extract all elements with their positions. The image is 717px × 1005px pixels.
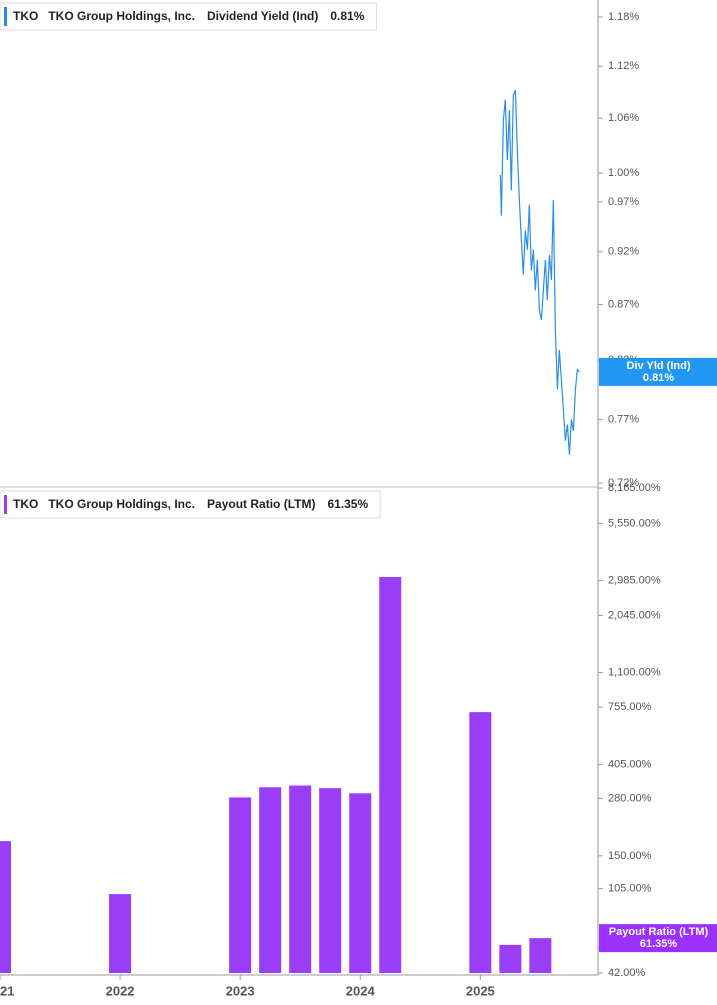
- bar: [499, 944, 522, 973]
- y-tick-label: 0.77%: [608, 414, 639, 426]
- legend-text: TKO Group Holdings, Inc.: [48, 497, 195, 511]
- legend-text: 61.35%: [327, 497, 368, 511]
- y-tick-label: 0.87%: [608, 298, 639, 310]
- badge-title: Payout Ratio (LTM): [609, 926, 709, 938]
- bar: [289, 785, 312, 973]
- y-tick-label: 1.06%: [608, 112, 639, 124]
- badge-value: 61.35%: [640, 938, 678, 950]
- y-tick-label: 150.00%: [608, 850, 652, 862]
- x-tick-label: 2024: [346, 983, 376, 998]
- y-tick-label: 1,100.00%: [608, 666, 661, 678]
- legend-text: 0.81%: [330, 9, 364, 23]
- legend-text: TKO: [13, 497, 38, 511]
- bar: [109, 894, 132, 973]
- legend-swatch: [4, 7, 7, 26]
- legend-text: TKO: [13, 9, 38, 23]
- bar: [259, 787, 282, 973]
- y-tick-label: 0.72%: [608, 477, 639, 489]
- y-tick-label: 280.00%: [608, 792, 652, 804]
- bar: [529, 938, 552, 973]
- y-tick-label: 405.00%: [608, 758, 652, 770]
- bar: [469, 712, 492, 973]
- bar: [319, 788, 342, 973]
- bar: [349, 793, 372, 973]
- y-tick-label: 755.00%: [608, 701, 652, 713]
- legend-text: TKO Group Holdings, Inc.: [48, 9, 195, 23]
- y-tick-label: 1.12%: [608, 60, 639, 72]
- x-tick-label: 2021: [0, 983, 14, 998]
- bar: [229, 797, 252, 973]
- badge-box: [599, 357, 717, 386]
- y-tick-label: 8,165.00%: [608, 482, 661, 494]
- x-tick-label: 2023: [226, 983, 255, 998]
- y-tick-label: 0.92%: [608, 246, 639, 258]
- x-tick-label: 2022: [106, 983, 135, 998]
- badge-box: [599, 924, 717, 953]
- badge-title: Div Yld (Ind): [627, 360, 691, 372]
- y-tick-label: 1.18%: [608, 11, 639, 23]
- y-tick-label: 2,985.00%: [608, 575, 661, 587]
- legend-text: Payout Ratio (LTM): [207, 497, 315, 511]
- legend-text: Dividend Yield (Ind): [207, 9, 318, 23]
- legend-swatch: [4, 495, 7, 514]
- y-tick-label: 2,045.00%: [608, 609, 661, 621]
- y-tick-label: 0.97%: [608, 196, 639, 208]
- y-tick-label: 105.00%: [608, 883, 652, 895]
- legend-box: [0, 2, 377, 31]
- bar: [379, 576, 402, 973]
- legend-box: [0, 490, 381, 519]
- bar: [0, 841, 11, 973]
- y-tick-label: 5,550.00%: [608, 517, 661, 529]
- y-tick-label: 1.00%: [608, 167, 639, 179]
- badge-value: 0.81%: [643, 372, 674, 384]
- y-tick-label: 42.00%: [608, 967, 646, 979]
- x-tick-label: 2025: [466, 983, 495, 998]
- line: [499, 89, 580, 455]
